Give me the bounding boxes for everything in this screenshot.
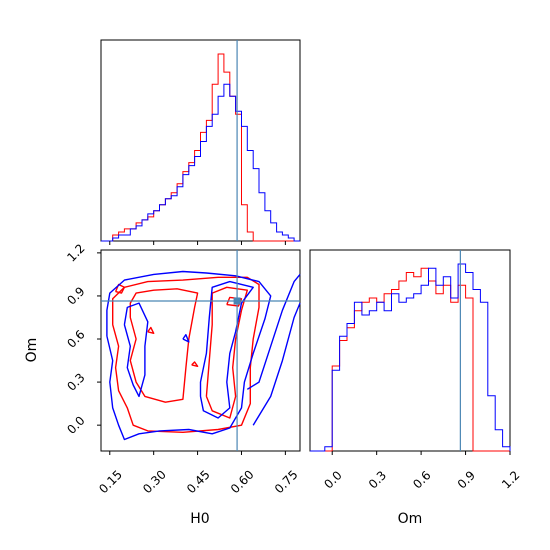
contour-series-1-path-5	[182, 334, 190, 343]
h0-tick-label: 0.75	[272, 467, 301, 496]
h0-tick-label: 0.45	[184, 467, 213, 496]
om-x-tick-label: 0.6	[410, 468, 433, 491]
om-histogram	[310, 250, 511, 452]
h0-om-contours	[101, 250, 301, 451]
contour-truth-marker	[233, 297, 241, 305]
contour-series-0-path-5	[147, 326, 155, 334]
contour-series-1-path-0	[106, 270, 272, 441]
contour-series-0-path-6	[191, 361, 199, 367]
x-axis-label-om: Om	[398, 511, 423, 527]
contour-series-0-path-1	[129, 288, 199, 403]
h0-om-contour-frame	[100, 249, 301, 452]
om-x-tick-label: 0.0	[321, 468, 344, 491]
om-x-tick-label: 1.2	[499, 468, 522, 491]
h0-histogram-frame	[100, 39, 301, 242]
contour-series-1-path-3	[246, 273, 301, 390]
x-axis-label-h0: H0	[190, 511, 209, 527]
contour-series-0-path-0	[112, 276, 260, 433]
om-x-tick-label: 0.3	[366, 468, 389, 491]
h0-tick-label: 0.30	[140, 467, 169, 496]
om-y-tick-label: 0.3	[64, 370, 87, 393]
h0-tick-label: 0.60	[228, 467, 257, 496]
om-y-tick-label: 0.9	[64, 284, 87, 307]
om-y-tick-label: 0.0	[64, 413, 87, 436]
contour-series-0-path-2	[205, 286, 248, 419]
om-y-tick-label: 0.6	[64, 327, 87, 350]
om-histogram-frame	[309, 249, 511, 452]
contour-series-1-path-4	[252, 302, 301, 426]
contour-series-1-path-1	[123, 302, 149, 398]
y-axis-label-om: Om	[24, 338, 40, 363]
hist_Om-series-1-steps	[310, 263, 511, 452]
om-x-tick-label: 0.9	[455, 468, 478, 491]
hist_H0-series-1-steps	[101, 83, 300, 242]
contour-series-1-path-2	[199, 280, 254, 419]
h0-tick-label: 0.15	[96, 467, 125, 496]
contour-series-0-path-3	[226, 296, 243, 307]
h0-histogram	[101, 40, 300, 242]
om-y-tick-label: 1.2	[64, 241, 87, 264]
